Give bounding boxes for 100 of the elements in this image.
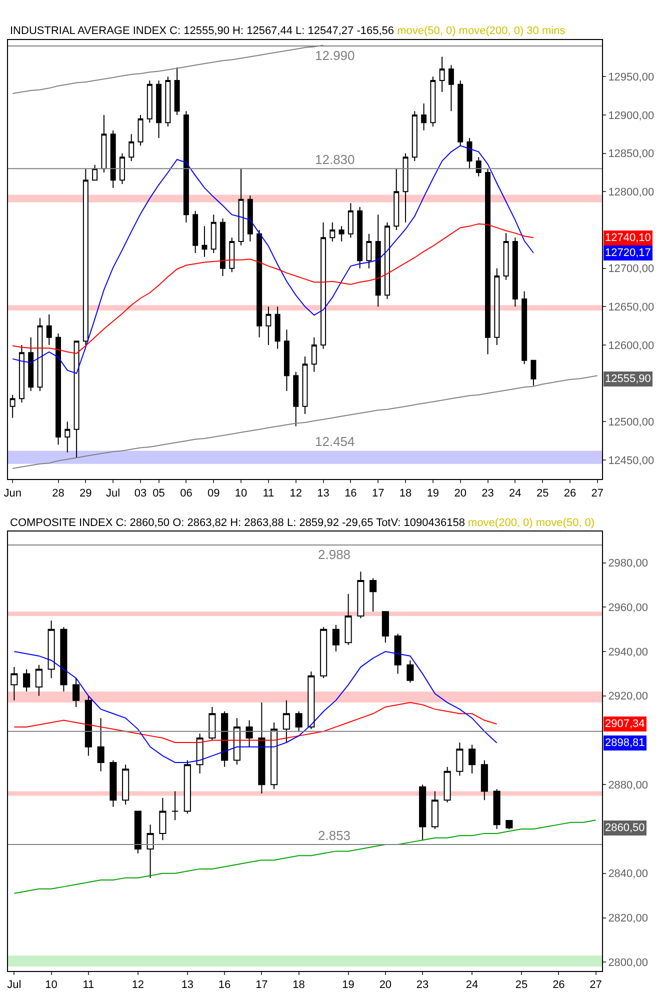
candlestick xyxy=(146,80,152,124)
candlestick xyxy=(202,226,208,258)
candlestick xyxy=(530,360,536,386)
candlestick xyxy=(421,103,427,131)
y-tick-label: 2940,00 xyxy=(608,646,648,658)
candlestick xyxy=(320,222,326,350)
candlestick xyxy=(468,744,476,774)
ref-line-label: 2.988 xyxy=(318,547,351,562)
x-tick-label: 24 xyxy=(509,487,522,500)
candlestick xyxy=(293,371,299,427)
x-tick-label: 13 xyxy=(181,979,194,992)
candlestick xyxy=(274,306,280,350)
candlestick xyxy=(208,706,216,741)
candlestick xyxy=(485,168,491,355)
candlestick xyxy=(493,788,500,830)
candlestick xyxy=(192,210,198,254)
candlestick xyxy=(119,152,125,185)
candlestick xyxy=(256,230,262,338)
line-series xyxy=(14,651,498,763)
x-tick-label: Jul xyxy=(7,979,22,992)
text: 12555,90 xyxy=(605,373,651,385)
y-tick-label: 12700,00 xyxy=(608,263,654,276)
candlestick xyxy=(238,168,244,246)
candlestick xyxy=(35,664,42,696)
y-tick-label: 12850,00 xyxy=(608,148,654,160)
candlestick xyxy=(64,421,70,453)
y-tick-label: 12800,00 xyxy=(608,186,654,199)
candlestick xyxy=(28,336,34,392)
candlestick xyxy=(332,624,340,652)
candlestick xyxy=(48,620,55,679)
candlestick xyxy=(165,76,171,128)
candlestick xyxy=(72,678,80,708)
candlestick xyxy=(84,695,92,756)
x-tick-label: 10 xyxy=(45,979,58,992)
x-tick-label: 19 xyxy=(342,979,354,992)
x-tick-label: 26 xyxy=(564,487,576,500)
x-tick-label: 17 xyxy=(256,979,268,992)
x-tick-label: Jun xyxy=(4,487,22,500)
candlestick xyxy=(101,114,107,174)
x-tick-label: 05 xyxy=(152,487,165,500)
candlestick xyxy=(311,336,317,372)
line-series xyxy=(14,820,596,894)
candlestick xyxy=(110,760,117,808)
y-tick-label: 2920,00 xyxy=(608,690,648,703)
candlestick xyxy=(174,66,180,116)
candlestick xyxy=(456,742,464,776)
candlestick xyxy=(348,202,354,238)
x-tick-label: 19 xyxy=(426,487,440,500)
chart-subtitle: move(50, 0) move(200, 0) 30 mins xyxy=(397,25,566,37)
chart-title: COMPOSITE INDEX C: 2860,50 O: 2863,82 H: 2863,88 L: 2859,92 -29,65 TotV: 1090436158 xyxy=(10,517,465,529)
candlestick xyxy=(134,810,142,854)
candlestick xyxy=(439,56,445,93)
candlestick xyxy=(402,152,408,223)
text: 12740,10 xyxy=(605,232,651,244)
candlestick xyxy=(284,329,290,392)
x-tick-label: 10 xyxy=(234,487,248,500)
candlestick xyxy=(18,344,24,404)
y-tick-label: 2820,00 xyxy=(608,912,648,925)
candlestick xyxy=(476,156,482,177)
line-series xyxy=(12,223,534,354)
candlestick xyxy=(266,306,272,346)
candlestick xyxy=(448,64,454,112)
x-tick-label: 28 xyxy=(52,487,64,500)
candlestick xyxy=(406,660,414,684)
x-tick-label: 27 xyxy=(591,487,604,500)
candlestick xyxy=(184,760,191,814)
x-tick-label: 11 xyxy=(262,487,274,500)
x-tick-label: Jul xyxy=(106,487,120,500)
candlestick xyxy=(344,593,352,646)
candlestick xyxy=(282,700,290,743)
x-tick-label: 18 xyxy=(399,487,412,500)
candlestick xyxy=(330,222,336,242)
candlestick xyxy=(512,237,518,308)
candlestick xyxy=(494,268,500,346)
ref-line-label: 2.853 xyxy=(318,828,351,843)
x-tick-label: 18 xyxy=(292,979,305,992)
y-tick-label: 2840,00 xyxy=(608,868,648,880)
text: 12720,17 xyxy=(605,247,651,259)
x-tick-label: 24 xyxy=(466,979,478,992)
candlestick xyxy=(295,710,302,732)
candlestick xyxy=(308,670,315,730)
candlestick xyxy=(56,333,61,446)
candlestick xyxy=(394,633,402,674)
line-series xyxy=(12,375,598,469)
x-tick-label: 12 xyxy=(290,487,302,500)
candlestick xyxy=(138,114,144,146)
x-tick-label: 09 xyxy=(207,487,220,500)
candlestick xyxy=(357,206,363,269)
candlestick xyxy=(302,356,308,415)
text: 2860,50 xyxy=(605,822,645,834)
candlestick xyxy=(146,824,154,878)
candlestick xyxy=(210,214,216,254)
text: 2907,34 xyxy=(605,718,645,730)
candlestick xyxy=(375,214,381,308)
x-tick-label: 23 xyxy=(416,979,429,992)
candlestick xyxy=(97,718,104,772)
x-tick-label: 16 xyxy=(344,487,357,500)
candlestick xyxy=(394,168,400,231)
x-tick-label: 26 xyxy=(552,979,565,992)
candlestick xyxy=(82,168,88,346)
